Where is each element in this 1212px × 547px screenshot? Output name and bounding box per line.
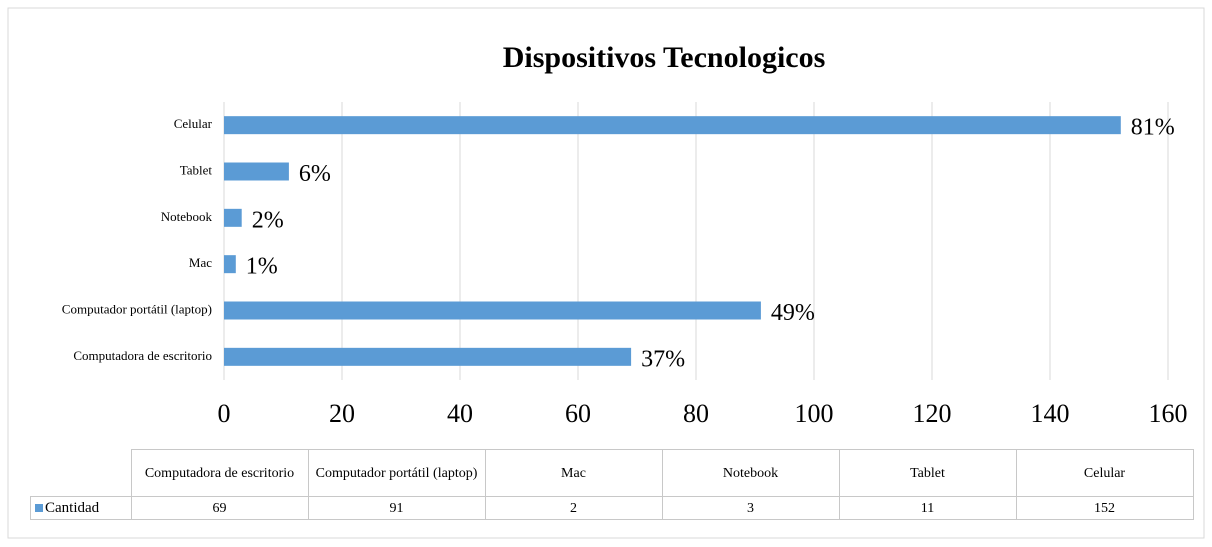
table-header: Celular [1015, 449, 1194, 497]
y-tick-label: Computador portátil (laptop) [62, 301, 212, 316]
x-tick-label: 0 [218, 399, 231, 428]
x-tick-label: 20 [329, 399, 355, 428]
table-cell: 69 [130, 496, 309, 520]
bar [224, 208, 242, 227]
table-header: Notebook [661, 449, 840, 497]
table-header: Mac [484, 449, 663, 497]
data-label: 49% [771, 300, 815, 326]
y-tick-label: Computadora de escritorio [73, 348, 212, 363]
y-tick-label: Notebook [161, 209, 213, 224]
bar [224, 301, 761, 320]
data-table: Computadora de escritorio Computador port… [30, 449, 1194, 520]
y-tick-label: Tablet [180, 162, 213, 177]
table-cell: 3 [661, 496, 840, 520]
table-row-header: Cantidad [30, 496, 132, 520]
data-label: 2% [252, 207, 284, 233]
table-cell: 2 [484, 496, 663, 520]
x-tick-label: 80 [683, 399, 709, 428]
table-cell: 152 [1015, 496, 1194, 520]
table-header-row: Computadora de escritorio Computador port… [30, 449, 1194, 497]
bar [224, 162, 289, 181]
y-tick-label: Celular [174, 116, 213, 131]
table-header: Tablet [838, 449, 1017, 497]
data-label: 37% [641, 346, 685, 372]
table-cell: 11 [838, 496, 1017, 520]
table-cell: 91 [307, 496, 486, 520]
x-tick-label: 120 [913, 399, 952, 428]
data-label: 1% [246, 254, 278, 280]
x-tick-label: 160 [1149, 399, 1188, 428]
bar [224, 347, 632, 366]
bar [224, 255, 236, 274]
data-label: 81% [1131, 115, 1175, 141]
table-corner [30, 449, 132, 497]
legend-swatch [35, 503, 43, 512]
y-tick-label: Mac [189, 255, 212, 270]
chart-title: Dispositivos Tecnologicos [503, 41, 826, 74]
x-tick-label: 140 [1031, 399, 1070, 428]
chart-border [7, 7, 1205, 539]
table-row: Cantidad 69 91 2 3 11 152 [30, 496, 1194, 520]
data-label: 6% [299, 161, 331, 187]
legend-label: Cantidad [45, 499, 100, 516]
table-header: Computador portátil (laptop) [307, 449, 486, 497]
x-tick-label: 60 [565, 399, 591, 428]
bar [224, 116, 1121, 135]
table-header: Computadora de escritorio [130, 449, 309, 497]
x-tick-label: 40 [447, 399, 473, 428]
x-tick-label: 100 [795, 399, 834, 428]
